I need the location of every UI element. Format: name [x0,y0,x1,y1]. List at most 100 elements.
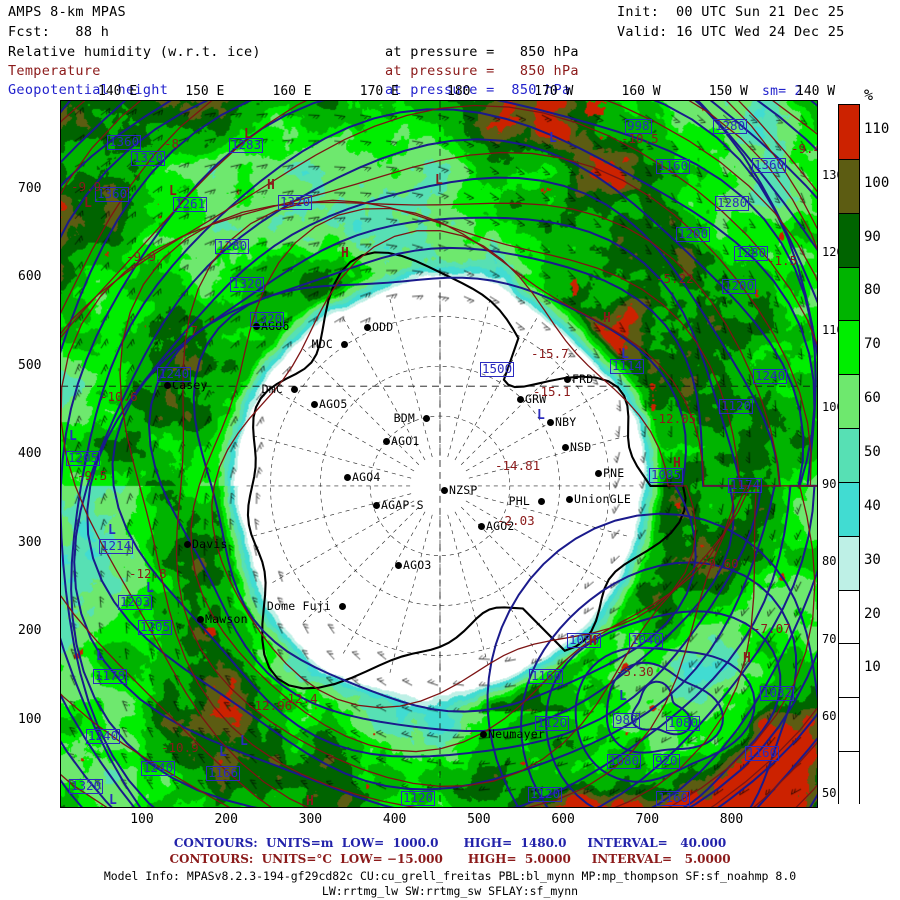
height-contour-label: 1080 [567,632,602,648]
x-tick: 300 [298,812,323,827]
temperature-contour-label: -8 [164,136,180,151]
station-dot-icon [595,470,602,477]
station-label: FRD [572,372,594,386]
colorbar-unit: % [864,86,874,104]
height-contour-label: 1320 [131,150,166,166]
contour-line [574,646,756,783]
station-label: NSD [570,440,592,454]
height-contour-label: 1214 [99,538,134,554]
station-label: DmC [261,382,283,396]
pressure-center-marker: L [549,131,557,146]
station-dot-icon [291,386,298,393]
temperature-contour-label: -12.8 [129,566,167,581]
height-contour-label: 1205 [66,450,101,466]
colorbar[interactable] [838,104,860,805]
height-contour-label: 1085 [649,467,684,483]
height-contour-label: 1205 [138,619,173,635]
colorbar-segment [839,428,859,482]
height-contour-label: 1500 [480,361,515,377]
pressure-center-marker: H [267,178,275,193]
level-temperature: at pressure = 850 hPa [385,63,579,79]
contour-line [211,229,697,709]
height-contour-label: 1080 [607,753,642,769]
station-dot-icon [562,444,569,451]
temperature-contour-label: -7.07 [753,621,791,636]
colorbar-segment [839,751,859,805]
station-dot-icon [423,415,430,422]
colorbar-segment [839,320,859,375]
temperature-contour-label: -5.30 [616,664,654,679]
contour-line [111,216,763,758]
init-time: Init: 00 UTC Sun 21 Dec 25 [617,4,845,20]
pressure-center-marker: H [673,456,681,471]
level-humidity: at pressure = 850 hPa [385,44,579,60]
temperature-contour-label: -10.9 [161,740,199,755]
footer-physics-info: LW:rrtmg_lw SW:rrtmg_sw SFLAY:sf_mynn [321,884,579,898]
height-contour-label: 1160 [529,668,564,684]
contour-line [465,500,612,585]
contour-line [190,207,736,753]
colorbar-tick: 50 [864,444,881,460]
lon-top-label: 160 E [272,84,312,99]
station-dot-icon [164,382,171,389]
pressure-center-marker: L [537,408,545,423]
lon-top-label: 140 E [98,84,138,99]
height-contour-label: 1360 [95,186,130,202]
contour-line [86,176,782,791]
contour-line [61,151,812,807]
height-contour-label: 1080 [666,715,701,731]
station-dot-icon [566,496,573,503]
colorbar-segment [839,105,859,159]
height-contour-label: 1240 [86,728,121,744]
x-tick: 200 [214,812,238,827]
pressure-center-marker: L [219,745,227,760]
contour-line [388,295,433,458]
contour-line [460,346,580,465]
height-contour-label: 1040 [629,632,664,648]
contour-line [61,101,817,807]
contour-line [447,295,492,458]
height-contour-label: 1280 [734,245,769,261]
y-tick: 400 [18,446,42,461]
field-geopotential: Geopotential height [8,82,169,98]
pressure-center-marker: L [96,649,104,664]
lon-top-label: 150 E [185,84,225,99]
pressure-center-marker: L [621,347,629,362]
station-label: NBY [555,415,577,429]
station-dot-icon [547,419,554,426]
height-contour-label: 1160 [656,158,691,174]
colorbar-segment [839,212,859,267]
colorbar-tick: 10 [864,659,881,676]
temperature-contour-label: -9.5 [77,468,108,483]
contour-line [520,561,798,807]
colorbar-segment [839,481,859,536]
y-tick: 500 [18,357,42,373]
temperature-contour-label: -15.7 [531,346,569,361]
station-dot-icon [517,396,524,403]
pressure-center-marker: L [240,734,248,749]
contour-line [61,101,817,807]
colorbar-segment [839,535,859,590]
station-label: Davis [192,537,228,551]
height-contour-label: 1240 [141,760,176,776]
station-label: NZSP [449,483,478,497]
colorbar-tick: 110 [864,120,890,137]
colorbar-tick: 40 [864,497,881,514]
map-panel[interactable]: AGO6 MDC ODD Casey DmC AGO5 BDM FRD GRW NBY AGO1 NS… [60,100,818,808]
pressure-center-marker: H [743,651,751,666]
station-label: Casey [172,378,208,392]
x-tick: 500 [467,812,491,827]
height-contour-label: 1120 [528,786,563,802]
colorbar-segment [839,697,859,752]
station-label: AGAP-S [381,498,424,512]
height-contour-label: 1160 [745,745,780,761]
pressure-center-marker: H [603,311,611,326]
temperature-contour-label: -12.96 [247,698,293,713]
contour-line [630,680,692,736]
temperature-contour-label: -12.05 [651,411,697,426]
colorbar-tick: 90 [864,228,881,245]
contour-line [468,434,631,479]
station-label: AGO5 [319,397,348,411]
station-dot-icon [564,376,571,383]
x-tick: 400 [382,812,407,827]
